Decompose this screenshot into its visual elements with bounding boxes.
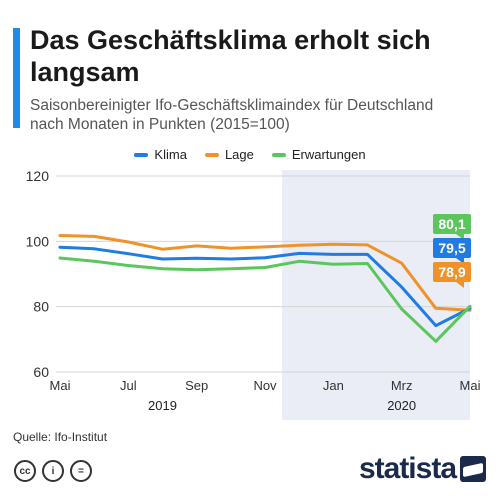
highlight-band — [282, 170, 470, 420]
x-tick-label: Jan — [323, 378, 344, 393]
line-chart: 60 80 100 120 Mai Jul Sep Nov Jan Mrz Mai 2019 2020 8… — [26, 168, 481, 420]
legend-item-lage: Lage — [204, 147, 254, 162]
x-tick-label: Nov — [253, 378, 277, 393]
x-tick-label: Mai — [460, 378, 481, 393]
statista-logo[interactable]: statista — [359, 452, 486, 486]
brand-name: statista — [358, 452, 457, 485]
x-tick-label: Mrz — [391, 378, 413, 393]
y-tick-label: 120 — [26, 168, 50, 184]
source-note: Quelle: Ifo-Institut — [13, 430, 108, 444]
y-tick-label: 100 — [26, 233, 50, 249]
legend-swatch-klima — [134, 152, 149, 157]
x-tick-label: Sep — [185, 378, 208, 393]
legend-item-klima: Klima — [134, 147, 187, 162]
accent-bar — [13, 28, 20, 128]
legend-swatch-lage — [204, 152, 219, 157]
end-label-box — [433, 262, 471, 282]
legend-label-lage: Lage — [224, 147, 254, 162]
person-icon: i — [42, 460, 64, 482]
legend-swatch-erwartungen — [271, 152, 286, 157]
year-label: 2019 — [148, 398, 177, 413]
legend-label-erwartungen: Erwartungen — [291, 147, 366, 162]
y-tick-label: 60 — [33, 364, 49, 380]
license-icons: cc i = — [14, 460, 92, 482]
end-label-pointer — [456, 282, 464, 288]
end-value-label: 78,9 — [438, 264, 465, 280]
equals-icon: = — [70, 460, 92, 482]
series-line-lage — [58, 234, 472, 312]
legend: Klima Lage Erwartungen — [0, 147, 500, 162]
legend-label-klima: Klima — [154, 147, 187, 162]
x-tick-label: Jul — [120, 378, 137, 393]
series-line-klima — [58, 245, 472, 328]
chart-subtitle: Saisonbereinigter Ifo-Geschäftsklimainde… — [30, 97, 434, 133]
end-value-label: 80,1 — [438, 216, 465, 232]
series-line-erwartungen — [58, 256, 472, 343]
chart-title: Das Geschäftsklima erholt sich langsam — [30, 25, 431, 87]
y-tick-label: 80 — [33, 299, 49, 315]
year-label: 2020 — [387, 398, 416, 413]
legend-item-erwartungen: Erwartungen — [271, 147, 366, 162]
cc-icon: cc — [14, 460, 36, 482]
end-value-label: 79,5 — [438, 240, 465, 256]
x-tick-label: Mai — [50, 378, 71, 393]
end-label-box — [433, 214, 471, 234]
end-label-box — [433, 238, 471, 258]
statista-logo-icon — [460, 456, 486, 482]
